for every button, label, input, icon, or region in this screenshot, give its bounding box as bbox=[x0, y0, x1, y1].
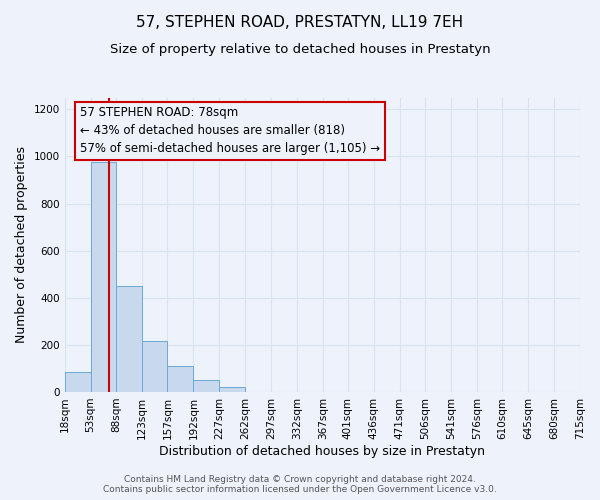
X-axis label: Distribution of detached houses by size in Prestatyn: Distribution of detached houses by size … bbox=[160, 444, 485, 458]
Bar bbox=[142, 342, 167, 392]
Bar bbox=[193, 380, 219, 392]
Bar bbox=[116, 286, 142, 392]
Text: 57, STEPHEN ROAD, PRESTATYN, LL19 7EH: 57, STEPHEN ROAD, PRESTATYN, LL19 7EH bbox=[136, 15, 464, 30]
Text: 57 STEPHEN ROAD: 78sqm
← 43% of detached houses are smaller (818)
57% of semi-de: 57 STEPHEN ROAD: 78sqm ← 43% of detached… bbox=[80, 106, 380, 156]
Bar bbox=[219, 387, 245, 392]
Text: Size of property relative to detached houses in Prestatyn: Size of property relative to detached ho… bbox=[110, 42, 490, 56]
Bar bbox=[65, 372, 91, 392]
Bar bbox=[91, 162, 116, 392]
Text: Contains HM Land Registry data © Crown copyright and database right 2024.
Contai: Contains HM Land Registry data © Crown c… bbox=[103, 474, 497, 494]
Bar bbox=[167, 366, 193, 392]
Y-axis label: Number of detached properties: Number of detached properties bbox=[15, 146, 28, 343]
